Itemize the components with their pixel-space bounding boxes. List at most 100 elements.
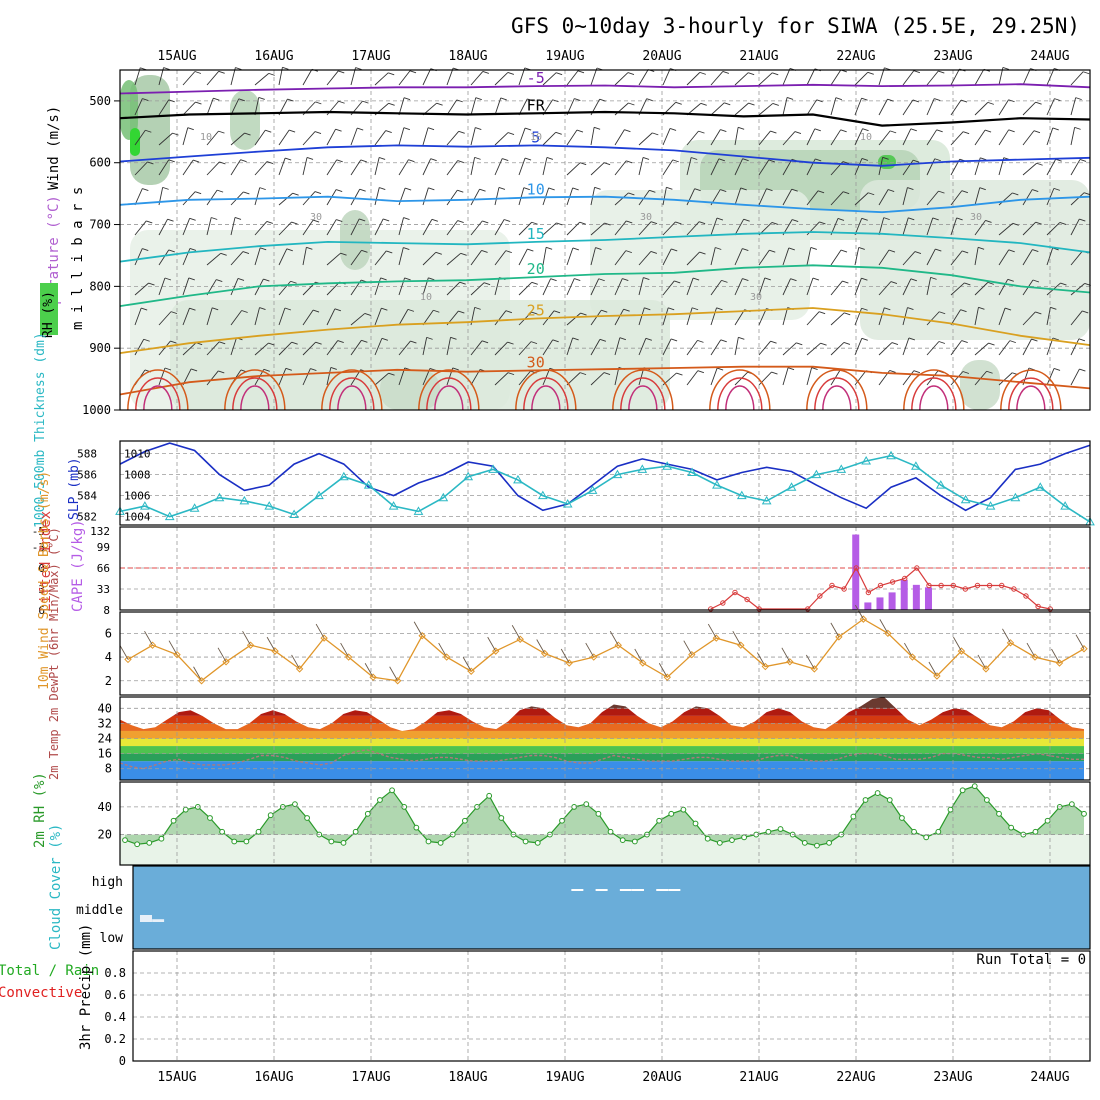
- wind-barb: [134, 248, 143, 266]
- wind-barb: [374, 372, 389, 386]
- wind-barb: [494, 97, 502, 116]
- wind-barb: [854, 192, 869, 206]
- run-total-label: Run Total = 0: [976, 952, 1086, 968]
- wind-barb: [614, 220, 627, 236]
- temperature-tick-label: 8: [105, 762, 112, 776]
- bottom-date-axis: 15AUG 16AUG 17AUG 18AUG 19AUG 20AUG 21AUG 22AUG…: [157, 1070, 1069, 1085]
- wind-barb: [326, 281, 340, 296]
- wind-barb-flag: [505, 250, 512, 254]
- wind-barb: [374, 72, 389, 86]
- wind-barb-flag: [669, 128, 677, 131]
- chart-title: GFS 0~10day 3-hourly for SIWA (25.5E, 29…: [511, 14, 1080, 38]
- bottom-date-label: 23AUG: [933, 1070, 972, 1085]
- wind-barb: [566, 312, 581, 326]
- wind-barb: [398, 97, 405, 116]
- wind-barb-flag: [456, 99, 463, 103]
- wind-barb-flag: [882, 156, 889, 160]
- top-date-label: 24AUG: [1030, 49, 1069, 64]
- wind-barb: [326, 308, 336, 326]
- surface-isotherm-arc: [515, 369, 577, 411]
- wind-barb-flag: [1054, 98, 1061, 102]
- wind-barb: [398, 309, 409, 326]
- wind-barb: [326, 219, 337, 236]
- rh-grid: [120, 782, 1090, 865]
- wind-barb: [542, 278, 552, 296]
- wind-barb-flag: [168, 159, 175, 163]
- wind-barb-flag: [531, 311, 538, 315]
- wind-barb: [374, 187, 380, 206]
- wind-barb-flag: [148, 282, 155, 286]
- wind-barb-flag: [218, 130, 225, 134]
- wind-barb-flag: [934, 158, 941, 162]
- wind-barb-flag: [380, 277, 387, 281]
- cloud-high-bar: [631, 889, 644, 891]
- wind-barb: [158, 277, 166, 296]
- lifted-index-point: [889, 579, 896, 585]
- wind-barb: [782, 97, 788, 116]
- wind-barb-flag: [218, 370, 225, 374]
- rh-point: [425, 838, 432, 845]
- wind-barb: [254, 342, 269, 356]
- rh-point: [352, 828, 359, 835]
- wind-barb: [950, 309, 961, 326]
- wind-barb: [302, 69, 313, 86]
- wind-barb: [734, 187, 742, 206]
- rh-shade: [590, 190, 810, 320]
- wind-barb: [782, 159, 793, 176]
- wind-barb-flag: [211, 217, 218, 220]
- thickness-point: [1010, 492, 1021, 502]
- isotherm-label: 20: [527, 260, 545, 278]
- wind-barb-flag: [698, 130, 705, 134]
- wind-barb: [830, 342, 845, 356]
- dewpoint-line: [119, 749, 1084, 770]
- wind-barb-flag: [336, 219, 343, 222]
- wind-speed-point: [712, 634, 721, 642]
- wind-barb: [470, 188, 480, 206]
- wind-barb: [662, 221, 676, 236]
- wind-barb-flag: [172, 132, 179, 136]
- wind-barb: [158, 249, 170, 266]
- wind-barb-flag: [142, 188, 149, 191]
- wind-barb: [614, 129, 625, 146]
- cloud-high-bar: [656, 889, 669, 891]
- wind-barb: [950, 282, 965, 296]
- wind-barb-flag: [1008, 99, 1015, 103]
- wind-barb: [422, 309, 434, 326]
- wind-barb-flag: [357, 127, 364, 131]
- wind-barb-flag: [388, 72, 395, 76]
- lifted-index-point: [841, 586, 847, 592]
- temperature-tick-label: 32: [98, 716, 112, 730]
- wind-barb: [614, 367, 620, 386]
- surface-isotherm-arc: [919, 385, 949, 411]
- wind-barb-flag: [961, 190, 969, 194]
- wind-barb: [470, 340, 483, 356]
- wind-barb-flag: [430, 158, 437, 162]
- wind-barb-flag: [771, 371, 778, 375]
- wind-barb: [590, 339, 601, 356]
- surface-isotherm-arc: [232, 377, 278, 411]
- wind-barb: [902, 307, 908, 326]
- wind-barb: [494, 310, 507, 326]
- wind-barb-flag: [189, 307, 196, 311]
- wind-barb-flag: [843, 191, 850, 195]
- wind-barb: [422, 187, 429, 206]
- wind-barb: [1022, 221, 1036, 236]
- wind-barb-flag: [435, 251, 442, 255]
- wind-barb: [782, 131, 796, 146]
- wind-barb-flag: [837, 217, 845, 221]
- wind-barb: [830, 249, 842, 266]
- precip-legend-total: Total / Rain: [0, 963, 99, 979]
- wind-barb-flag: [984, 129, 992, 133]
- rh-contour-label: 10: [200, 132, 212, 143]
- wind-barb-flag: [216, 189, 224, 193]
- wind-barb-flag: [1031, 338, 1038, 342]
- thickness-point: [413, 506, 424, 515]
- wind-barb-flag: [548, 187, 555, 191]
- wind-barb-flag: [642, 157, 650, 160]
- wind-barb-flag: [388, 372, 395, 376]
- wind-barb-flag: [861, 307, 868, 311]
- wind-barb: [518, 221, 533, 236]
- wind-barb: [1070, 368, 1080, 386]
- rh-point: [656, 817, 663, 824]
- wind-barb: [758, 159, 770, 176]
